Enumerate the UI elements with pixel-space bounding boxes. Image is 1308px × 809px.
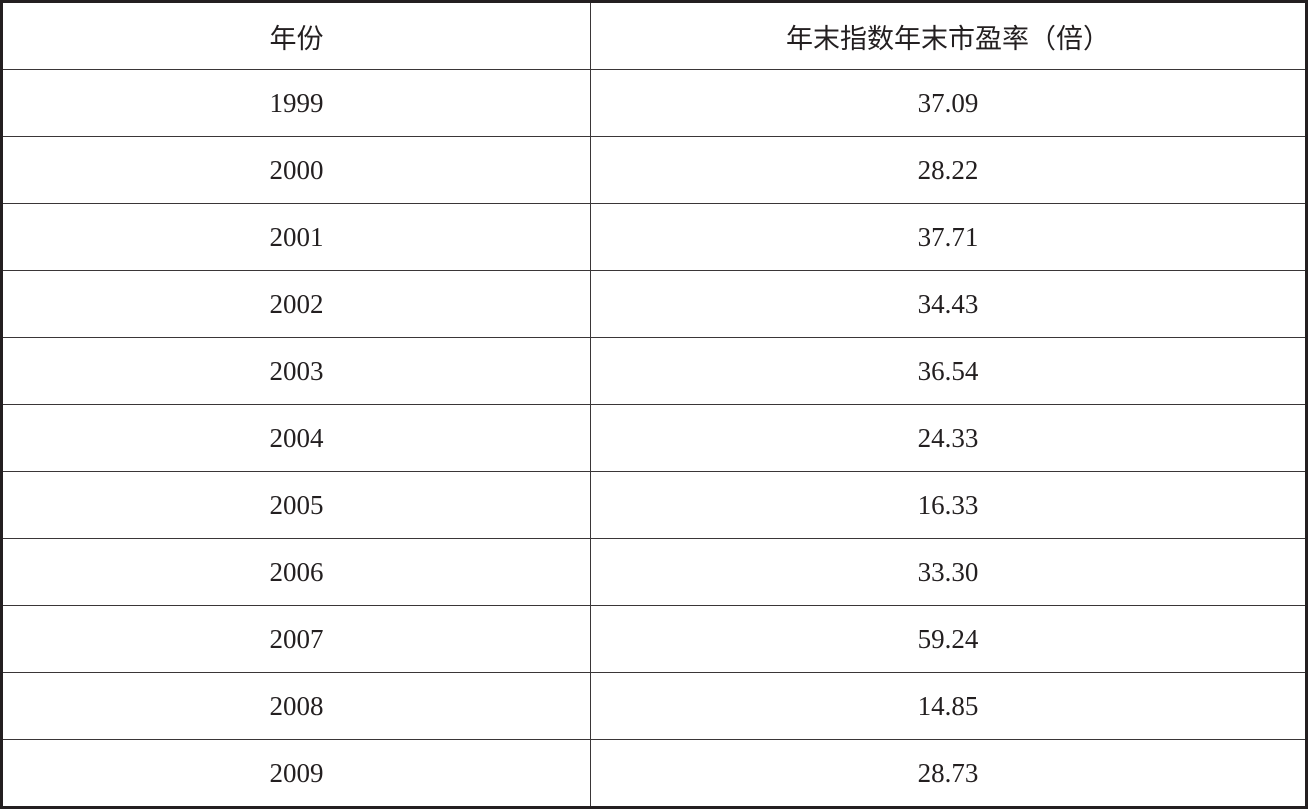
table-row: 2003 36.54 — [1, 337, 1307, 405]
table-row: 2004 24.33 — [1, 404, 1307, 472]
year-cell: 2002 — [1, 270, 591, 338]
pe-cell: 36.54 — [590, 337, 1307, 405]
year-cell: 2005 — [1, 471, 591, 539]
year-cell: 2001 — [1, 203, 591, 271]
table-row: 2000 28.22 — [1, 136, 1307, 204]
pe-cell: 16.33 — [590, 471, 1307, 539]
pe-cell: 59.24 — [590, 605, 1307, 673]
year-cell: 2006 — [1, 538, 591, 606]
table-body: 1999 37.09 2000 28.22 2001 37.71 2002 34.43 2003… — [1, 69, 1307, 808]
year-cell: 2008 — [1, 672, 591, 740]
year-cell: 2000 — [1, 136, 591, 204]
header-cell: 年份 — [1, 1, 591, 70]
table-row: 2002 34.43 — [1, 270, 1307, 338]
pe-cell: 28.22 — [590, 136, 1307, 204]
header-cell: 年末指数年末市盈率（倍） — [590, 1, 1307, 70]
year-cell: 2004 — [1, 404, 591, 472]
table-row: 2001 37.71 — [1, 203, 1307, 271]
year-cell: 2007 — [1, 605, 591, 673]
year-cell: 2009 — [1, 739, 591, 808]
pe-cell: 14.85 — [590, 672, 1307, 740]
pe-cell: 28.73 — [590, 739, 1307, 808]
pe-cell: 37.09 — [590, 69, 1307, 137]
table-row: 2008 14.85 — [1, 672, 1307, 740]
table-row: 1999 37.09 — [1, 69, 1307, 137]
year-cell: 1999 — [1, 69, 591, 137]
table-row: 2005 16.33 — [1, 471, 1307, 539]
pe-cell: 34.43 — [590, 270, 1307, 338]
table-header: 年份 年末指数年末市盈率（倍） — [1, 1, 1307, 70]
year-cell: 2003 — [1, 337, 591, 405]
pe-cell: 37.71 — [590, 203, 1307, 271]
table-row: 2006 33.30 — [1, 538, 1307, 606]
pe-cell: 33.30 — [590, 538, 1307, 606]
table-row: 2007 59.24 — [1, 605, 1307, 673]
header-row: 年份 年末指数年末市盈率（倍） — [1, 1, 1307, 70]
pe-cell: 24.33 — [590, 404, 1307, 472]
table-row: 2009 28.73 — [1, 739, 1307, 808]
